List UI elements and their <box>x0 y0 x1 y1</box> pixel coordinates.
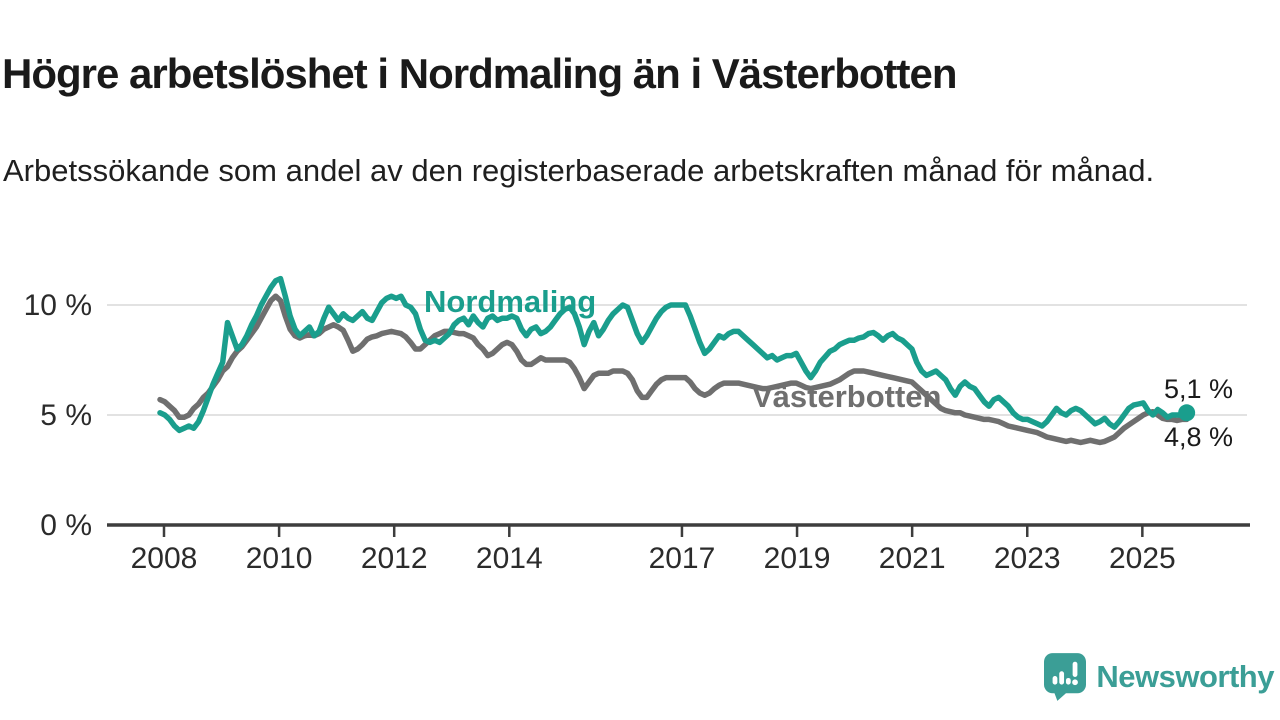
x-tick-label: 2017 <box>649 542 716 575</box>
gridlines <box>107 304 1247 416</box>
chart-annotations: Nordmaling Västerbotten 5,1 % 4,8 % <box>424 284 1233 452</box>
latest-value-dot <box>1178 404 1196 422</box>
brand-name: Newsworthy <box>1096 659 1274 694</box>
x-axis-ticks: 2008 2010 2012 2014 2017 2019 2021 2023 2025 <box>131 525 1176 575</box>
end-value-label-vasterbotten: 4,8 % <box>1164 422 1233 452</box>
series-label-nordmaling: Nordmaling <box>424 284 596 319</box>
y-tick-label: 0 % <box>40 509 92 542</box>
series-line-nordmaling <box>157 275 1190 434</box>
y-tick-label: 10 % <box>24 289 92 322</box>
x-tick-label: 2010 <box>246 542 313 575</box>
series-label-vasterbotten: Västerbotten <box>752 379 941 414</box>
newsworthy-logo-icon <box>1044 653 1087 701</box>
x-tick-label: 2008 <box>131 542 198 575</box>
series-lines <box>157 275 1196 446</box>
x-tick-label: 2012 <box>361 542 428 575</box>
chart-subtitle: Arbetssökande som andel av den registerb… <box>3 153 1155 188</box>
x-tick-label: 2019 <box>764 542 831 575</box>
x-tick-label: 2014 <box>476 542 543 575</box>
brand-footer: Newsworthy <box>1044 652 1274 702</box>
x-tick-label: 2023 <box>994 542 1061 575</box>
end-value-label-nordmaling: 5,1 % <box>1164 374 1233 404</box>
x-tick-label: 2021 <box>879 542 946 575</box>
y-tick-label: 5 % <box>40 399 92 432</box>
y-axis-labels: 10 % 5 % 0 % <box>24 289 92 542</box>
page-title: Högre arbetslöshet i Nordmaling än i Väs… <box>2 50 958 98</box>
x-tick-label: 2025 <box>1109 542 1176 575</box>
series-line-västerbotten <box>157 293 1190 446</box>
